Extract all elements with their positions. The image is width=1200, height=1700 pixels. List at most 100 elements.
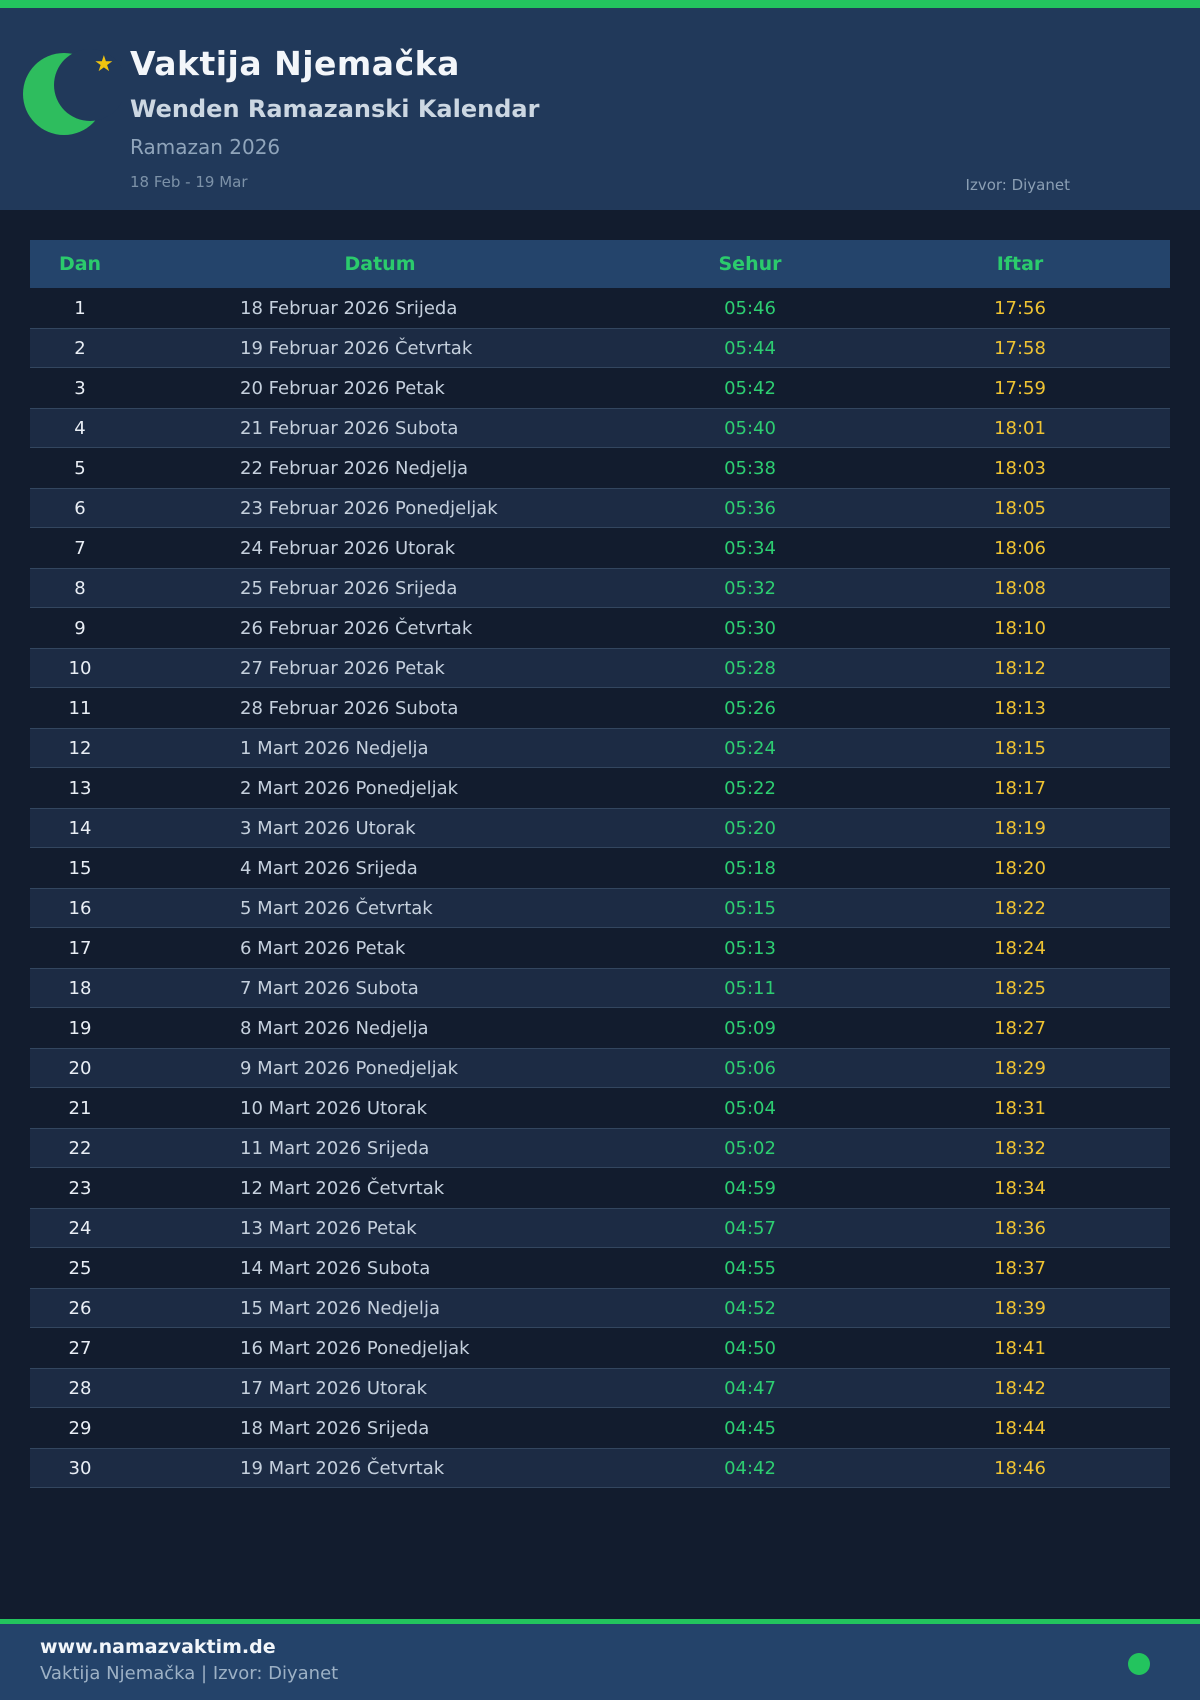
- brand-icon: ★: [22, 42, 132, 152]
- iftar-time-cell: 17:56: [994, 297, 1046, 319]
- column-header-dan: Dan: [58, 253, 102, 275]
- sehur-time-cell: 05:02: [724, 1137, 776, 1159]
- table-row: 6 23 Februar 2026 Ponedjeljak 05:36 18:0…: [30, 488, 1170, 528]
- table-row: 1 18 Februar 2026 Srijeda 05:46 17:56: [30, 288, 1170, 328]
- sehur-time-cell: 05:38: [724, 457, 776, 479]
- day-number-cell: 30: [68, 1457, 92, 1479]
- iftar-time-cell: 18:19: [994, 817, 1046, 839]
- table-row: 12 1 Mart 2026 Nedjelja 05:24 18:15: [30, 728, 1170, 768]
- table-row: 17 6 Mart 2026 Petak 05:13 18:24: [30, 928, 1170, 968]
- sehur-time-cell: 05:26: [724, 697, 776, 719]
- day-number-cell: 21: [68, 1097, 92, 1119]
- date-cell: 2 Mart 2026 Ponedjeljak: [240, 777, 459, 799]
- date-cell: 19 Mart 2026 Četvrtak: [240, 1457, 445, 1479]
- sehur-time-cell: 05:34: [724, 537, 776, 559]
- iftar-time-cell: 18:31: [994, 1097, 1046, 1119]
- star-icon: ★: [94, 52, 114, 77]
- sehur-time-cell: 04:52: [724, 1297, 776, 1319]
- date-cell: 13 Mart 2026 Petak: [240, 1217, 417, 1239]
- date-cell: 22 Februar 2026 Nedjelja: [240, 457, 469, 479]
- date-cell: 4 Mart 2026 Srijeda: [240, 857, 418, 879]
- iftar-time-cell: 18:24: [994, 937, 1046, 959]
- date-cell: 26 Februar 2026 Četvrtak: [240, 617, 473, 639]
- date-cell: 24 Februar 2026 Utorak: [240, 537, 456, 559]
- day-number-cell: 27: [68, 1337, 92, 1359]
- date-cell: 8 Mart 2026 Nedjelja: [240, 1017, 429, 1039]
- day-number-cell: 26: [68, 1297, 92, 1319]
- iftar-time-cell: 18:22: [994, 897, 1046, 919]
- table-row: 20 9 Mart 2026 Ponedjeljak 05:06 18:29: [30, 1048, 1170, 1088]
- day-number-cell: 4: [74, 417, 86, 439]
- sehur-time-cell: 04:55: [724, 1257, 776, 1279]
- column-header-iftar: Iftar: [996, 253, 1044, 275]
- date-cell: 7 Mart 2026 Subota: [240, 977, 419, 999]
- iftar-time-cell: 18:10: [994, 617, 1046, 639]
- date-cell: 21 Februar 2026 Subota: [240, 417, 459, 439]
- iftar-time-cell: 18:34: [994, 1177, 1046, 1199]
- day-number-cell: 3: [74, 377, 86, 399]
- table-row: 30 19 Mart 2026 Četvrtak 04:42 18:46: [30, 1448, 1170, 1488]
- day-number-cell: 14: [68, 817, 92, 839]
- date-cell: 3 Mart 2026 Utorak: [240, 817, 416, 839]
- table-row: 25 14 Mart 2026 Subota 04:55 18:37: [30, 1248, 1170, 1288]
- iftar-time-cell: 18:36: [994, 1217, 1046, 1239]
- iftar-time-cell: 17:58: [994, 337, 1046, 359]
- iftar-time-cell: 18:06: [994, 537, 1046, 559]
- iftar-time-cell: 17:59: [994, 377, 1046, 399]
- iftar-time-cell: 18:37: [994, 1257, 1046, 1279]
- day-number-cell: 28: [68, 1377, 92, 1399]
- sehur-time-cell: 05:18: [724, 857, 776, 879]
- footer-accent-line: [0, 1619, 1200, 1624]
- sehur-time-cell: 05:28: [724, 657, 776, 679]
- sehur-time-cell: 05:46: [724, 297, 776, 319]
- day-number-cell: 11: [68, 697, 92, 719]
- day-number-cell: 15: [68, 857, 92, 879]
- day-number-cell: 2: [74, 337, 86, 359]
- day-number-cell: 22: [68, 1137, 92, 1159]
- table-row: 8 25 Februar 2026 Srijeda 05:32 18:08: [30, 568, 1170, 608]
- iftar-time-cell: 18:42: [994, 1377, 1046, 1399]
- source-label: Izvor: Diyanet: [965, 176, 1070, 194]
- day-number-cell: 12: [68, 737, 92, 759]
- table-row: 23 12 Mart 2026 Četvrtak 04:59 18:34: [30, 1168, 1170, 1208]
- green-dot-icon: [1128, 1653, 1150, 1675]
- table-row: 15 4 Mart 2026 Srijeda 05:18 18:20: [30, 848, 1170, 888]
- iftar-time-cell: 18:03: [994, 457, 1046, 479]
- day-number-cell: 17: [68, 937, 92, 959]
- iftar-time-cell: 18:01: [994, 417, 1046, 439]
- sehur-time-cell: 04:50: [724, 1337, 776, 1359]
- date-cell: 5 Mart 2026 Četvrtak: [240, 897, 433, 919]
- table-row: 24 13 Mart 2026 Petak 04:57 18:36: [30, 1208, 1170, 1248]
- sehur-time-cell: 05:06: [724, 1057, 776, 1079]
- footer-body: www.namazvaktim.de Vaktija Njemačka | Iz…: [0, 1624, 1200, 1700]
- footer-tagline: Vaktija Njemačka | Izvor: Diyanet: [40, 1663, 339, 1684]
- page-title: Vaktija Njemačka: [130, 44, 460, 83]
- table-row: 21 10 Mart 2026 Utorak 05:04 18:31: [30, 1088, 1170, 1128]
- date-cell: 28 Februar 2026 Subota: [240, 697, 459, 719]
- table-row: 19 8 Mart 2026 Nedjelja 05:09 18:27: [30, 1008, 1170, 1048]
- iftar-time-cell: 18:12: [994, 657, 1046, 679]
- day-number-cell: 10: [68, 657, 92, 679]
- date-cell: 27 Februar 2026 Petak: [240, 657, 445, 679]
- date-cell: 18 Februar 2026 Srijeda: [240, 297, 458, 319]
- day-number-cell: 5: [74, 457, 86, 479]
- iftar-time-cell: 18:20: [994, 857, 1046, 879]
- iftar-time-cell: 18:05: [994, 497, 1046, 519]
- iftar-time-cell: 18:32: [994, 1137, 1046, 1159]
- day-number-cell: 9: [74, 617, 86, 639]
- column-header-datum: Datum: [344, 253, 416, 275]
- table-row: 2 19 Februar 2026 Četvrtak 05:44 17:58: [30, 328, 1170, 368]
- sehur-time-cell: 05:11: [724, 977, 776, 999]
- sehur-time-cell: 05:30: [724, 617, 776, 639]
- table-row: 18 7 Mart 2026 Subota 05:11 18:25: [30, 968, 1170, 1008]
- date-cell: 11 Mart 2026 Srijeda: [240, 1137, 430, 1159]
- day-number-cell: 7: [74, 537, 86, 559]
- day-number-cell: 13: [68, 777, 92, 799]
- iftar-time-cell: 18:44: [994, 1417, 1046, 1439]
- iftar-time-cell: 18:15: [994, 737, 1046, 759]
- date-cell: 19 Februar 2026 Četvrtak: [240, 337, 473, 359]
- day-number-cell: 1: [74, 297, 86, 319]
- sehur-time-cell: 05:44: [724, 337, 776, 359]
- sehur-time-cell: 05:42: [724, 377, 776, 399]
